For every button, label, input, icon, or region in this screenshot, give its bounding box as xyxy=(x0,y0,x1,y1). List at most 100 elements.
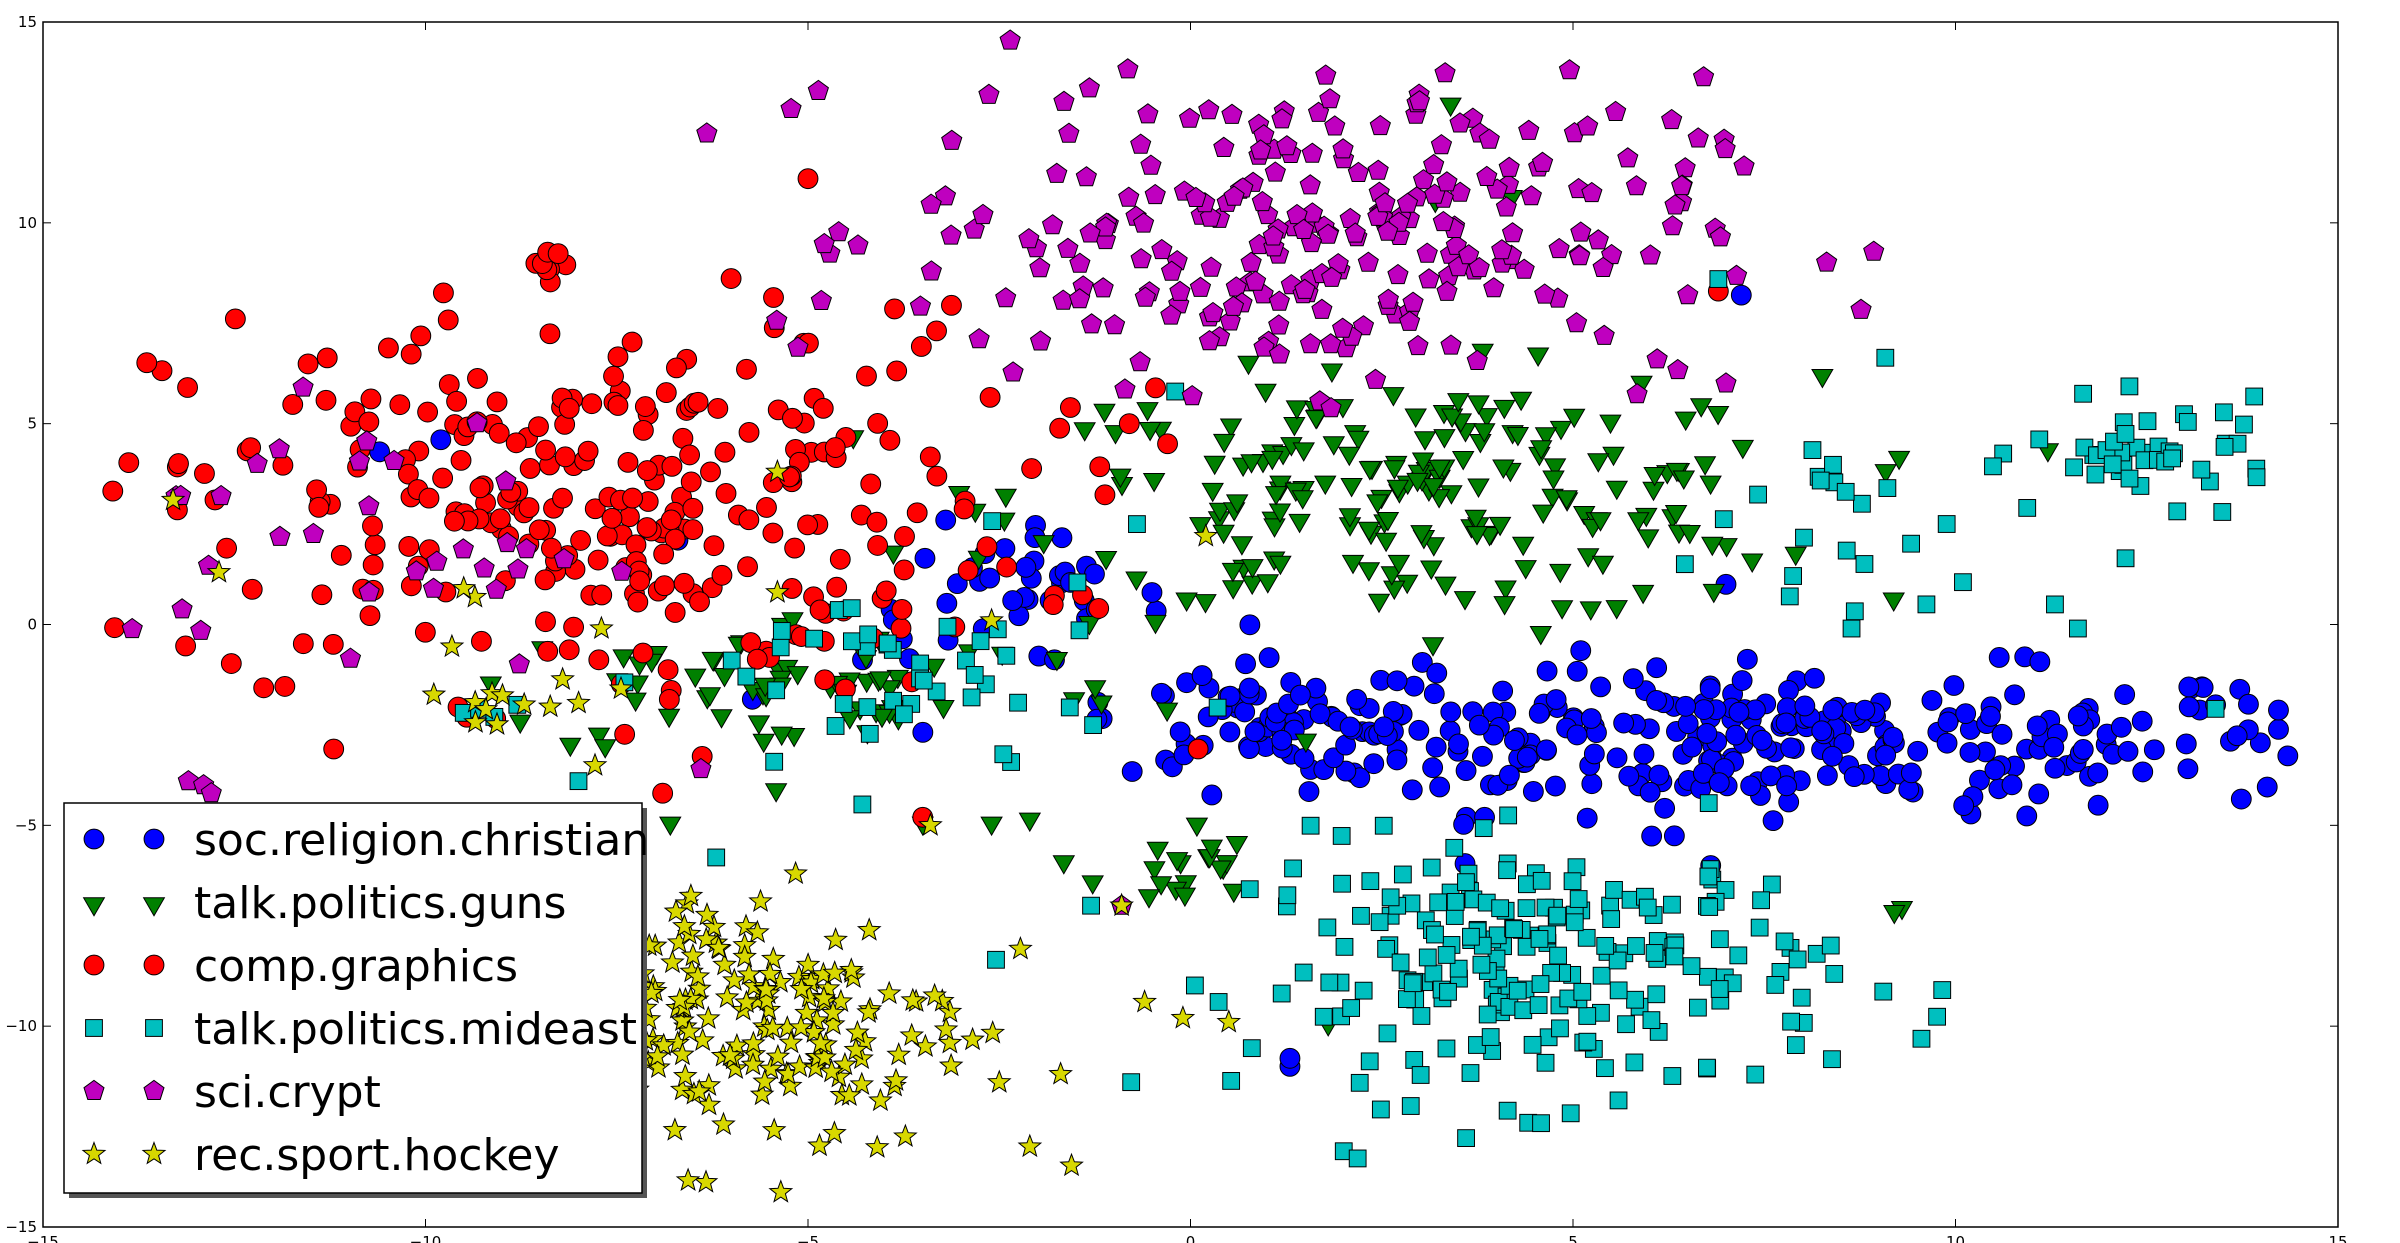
data-point xyxy=(1387,263,1409,285)
data-point xyxy=(762,522,784,544)
data-point xyxy=(601,507,623,529)
data-point xyxy=(1178,107,1201,128)
data-point xyxy=(1863,240,1885,261)
data-point xyxy=(1811,471,1830,490)
data-point xyxy=(1146,841,1169,862)
data-point xyxy=(1664,194,1686,215)
data-point xyxy=(1075,166,1097,187)
data-point xyxy=(2103,455,2122,474)
data-point xyxy=(306,479,328,501)
data-point xyxy=(1499,764,1520,786)
data-point xyxy=(2249,732,2271,754)
data-point xyxy=(1324,115,1346,136)
data-point xyxy=(864,1134,890,1158)
data-point xyxy=(1693,456,1717,476)
data-point xyxy=(1811,369,1834,389)
legend-marker xyxy=(143,954,165,976)
data-point xyxy=(1429,776,1451,798)
data-point xyxy=(426,550,448,571)
series-soc-religion-christian xyxy=(369,284,2299,1077)
data-point xyxy=(919,446,941,468)
data-point xyxy=(1517,899,1536,918)
data-point xyxy=(940,224,962,245)
data-point xyxy=(603,365,624,387)
data-point xyxy=(1240,880,1259,899)
data-point xyxy=(1506,427,1530,447)
data-point xyxy=(467,367,488,389)
data-point xyxy=(451,575,477,599)
data-point xyxy=(979,567,1001,589)
data-point xyxy=(1093,403,1116,424)
data-point xyxy=(471,630,492,652)
data-point xyxy=(587,549,609,571)
data-point xyxy=(1687,127,1709,148)
data-point xyxy=(2247,468,2266,487)
data-point xyxy=(1208,502,1232,523)
data-point xyxy=(1201,482,1224,503)
data-point xyxy=(1191,665,1213,686)
data-point xyxy=(1342,999,1361,1017)
data-point xyxy=(737,556,758,578)
data-point xyxy=(274,676,296,697)
data-point xyxy=(1420,560,1443,580)
data-point xyxy=(430,429,452,451)
data-point xyxy=(1599,414,1622,435)
data-point xyxy=(1589,512,1612,532)
data-point xyxy=(1381,888,1400,907)
data-point xyxy=(1230,536,1254,556)
data-point xyxy=(1545,689,1567,710)
data-point xyxy=(1536,660,1558,682)
data-point xyxy=(1531,504,1555,525)
data-point xyxy=(1293,218,1315,239)
data-point xyxy=(1664,505,1688,525)
data-point xyxy=(659,816,682,837)
data-point xyxy=(2074,384,2093,403)
data-point xyxy=(787,336,809,357)
data-point xyxy=(1241,559,1264,579)
data-point xyxy=(246,452,268,473)
data-point xyxy=(734,989,759,1014)
data-point xyxy=(1751,729,1773,751)
data-point xyxy=(1198,329,1221,351)
data-point xyxy=(1474,819,1493,838)
data-point xyxy=(812,1044,838,1069)
data-point xyxy=(819,1058,844,1083)
data-point xyxy=(1468,256,1490,278)
data-point xyxy=(1426,925,1444,944)
data-point xyxy=(1577,928,1596,947)
data-point xyxy=(1645,944,1664,962)
data-point xyxy=(936,592,958,614)
data-point xyxy=(1775,932,1794,951)
data-point xyxy=(714,984,740,1009)
data-point xyxy=(832,1051,858,1076)
data-point xyxy=(1715,372,1737,393)
data-point xyxy=(1268,290,1290,311)
data-point xyxy=(1165,852,1189,872)
data-point xyxy=(1728,701,1750,723)
data-point xyxy=(1563,872,1582,891)
data-point xyxy=(1542,470,1565,490)
y-tick-label: 5 xyxy=(27,415,37,433)
data-point xyxy=(1318,918,1337,937)
data-point xyxy=(682,519,704,541)
data-point xyxy=(1173,887,1197,908)
data-point xyxy=(104,617,125,639)
data-point xyxy=(463,709,488,733)
data-point xyxy=(1250,139,1272,160)
data-point xyxy=(1488,516,1512,537)
data-point xyxy=(1378,1024,1397,1043)
data-point xyxy=(1447,393,1470,413)
data-point xyxy=(1483,277,1505,298)
data-point xyxy=(714,441,736,463)
data-point xyxy=(1276,135,1298,156)
data-point xyxy=(1576,807,1598,829)
legend-marker xyxy=(81,1141,107,1165)
data-point xyxy=(1569,245,1591,266)
data-point xyxy=(1565,311,1588,333)
data-point xyxy=(2087,762,2109,784)
data-point xyxy=(1411,452,1435,472)
data-point xyxy=(1286,203,1308,225)
data-point xyxy=(466,412,488,433)
data-point xyxy=(1367,159,1389,180)
data-point xyxy=(673,572,695,594)
